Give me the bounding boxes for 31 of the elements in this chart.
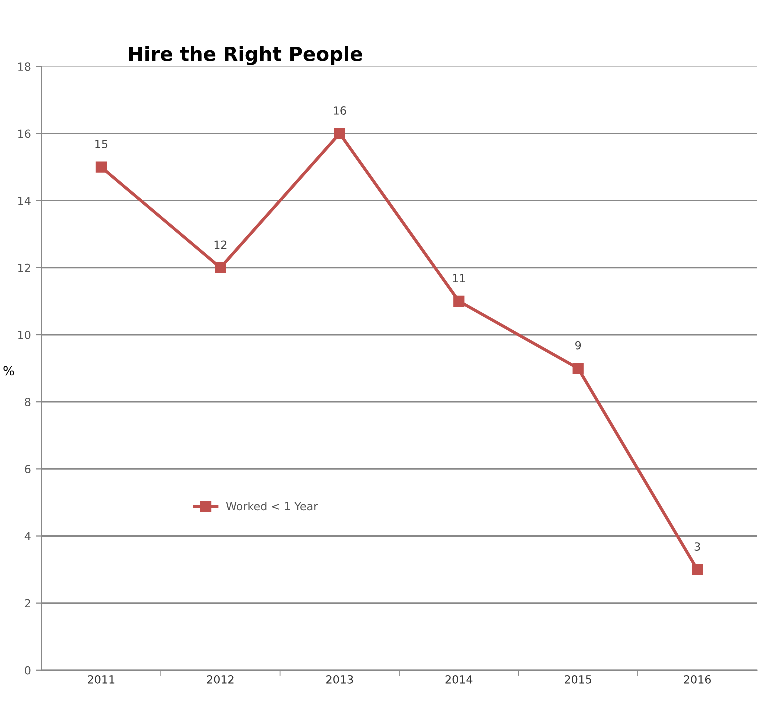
y-tick-label: 2	[25, 599, 30, 608]
y-tick-label: 14	[18, 196, 31, 206]
y-tick-label: 12	[18, 264, 30, 272]
y-tick-label: 10	[18, 330, 31, 340]
x-tick-label: 2011	[88, 675, 115, 684]
x-tick-label: 2015	[565, 675, 592, 684]
x-tick-label: 2012	[207, 675, 234, 684]
point	[215, 262, 226, 274]
point	[692, 564, 704, 576]
data-label: 3	[694, 542, 700, 551]
y-tick-label: 4	[24, 532, 31, 540]
legend-label: Worked < 1 Year	[226, 502, 318, 511]
y-tick-label: 18	[18, 62, 31, 72]
data-label: 16	[334, 106, 346, 115]
y-tick-label: 6	[25, 465, 31, 474]
chart-title: Hire the Right People	[129, 46, 362, 66]
data-label: 12	[214, 240, 227, 249]
data-label: 15	[96, 140, 108, 148]
y-tick-label: 0	[25, 666, 31, 675]
data-label: 11	[453, 274, 466, 282]
point	[96, 162, 108, 173]
point	[454, 296, 465, 308]
x-tick-label: 2013	[326, 675, 354, 684]
y-tick-label: 16	[18, 130, 31, 138]
y-axis-title: %	[4, 366, 14, 376]
y-tick-label: 8	[25, 398, 31, 406]
x-tick-label: 2014	[446, 675, 473, 684]
point	[334, 128, 346, 140]
point	[572, 362, 584, 374]
data-label: 9	[576, 341, 582, 350]
x-tick-label: 2016	[684, 675, 712, 684]
